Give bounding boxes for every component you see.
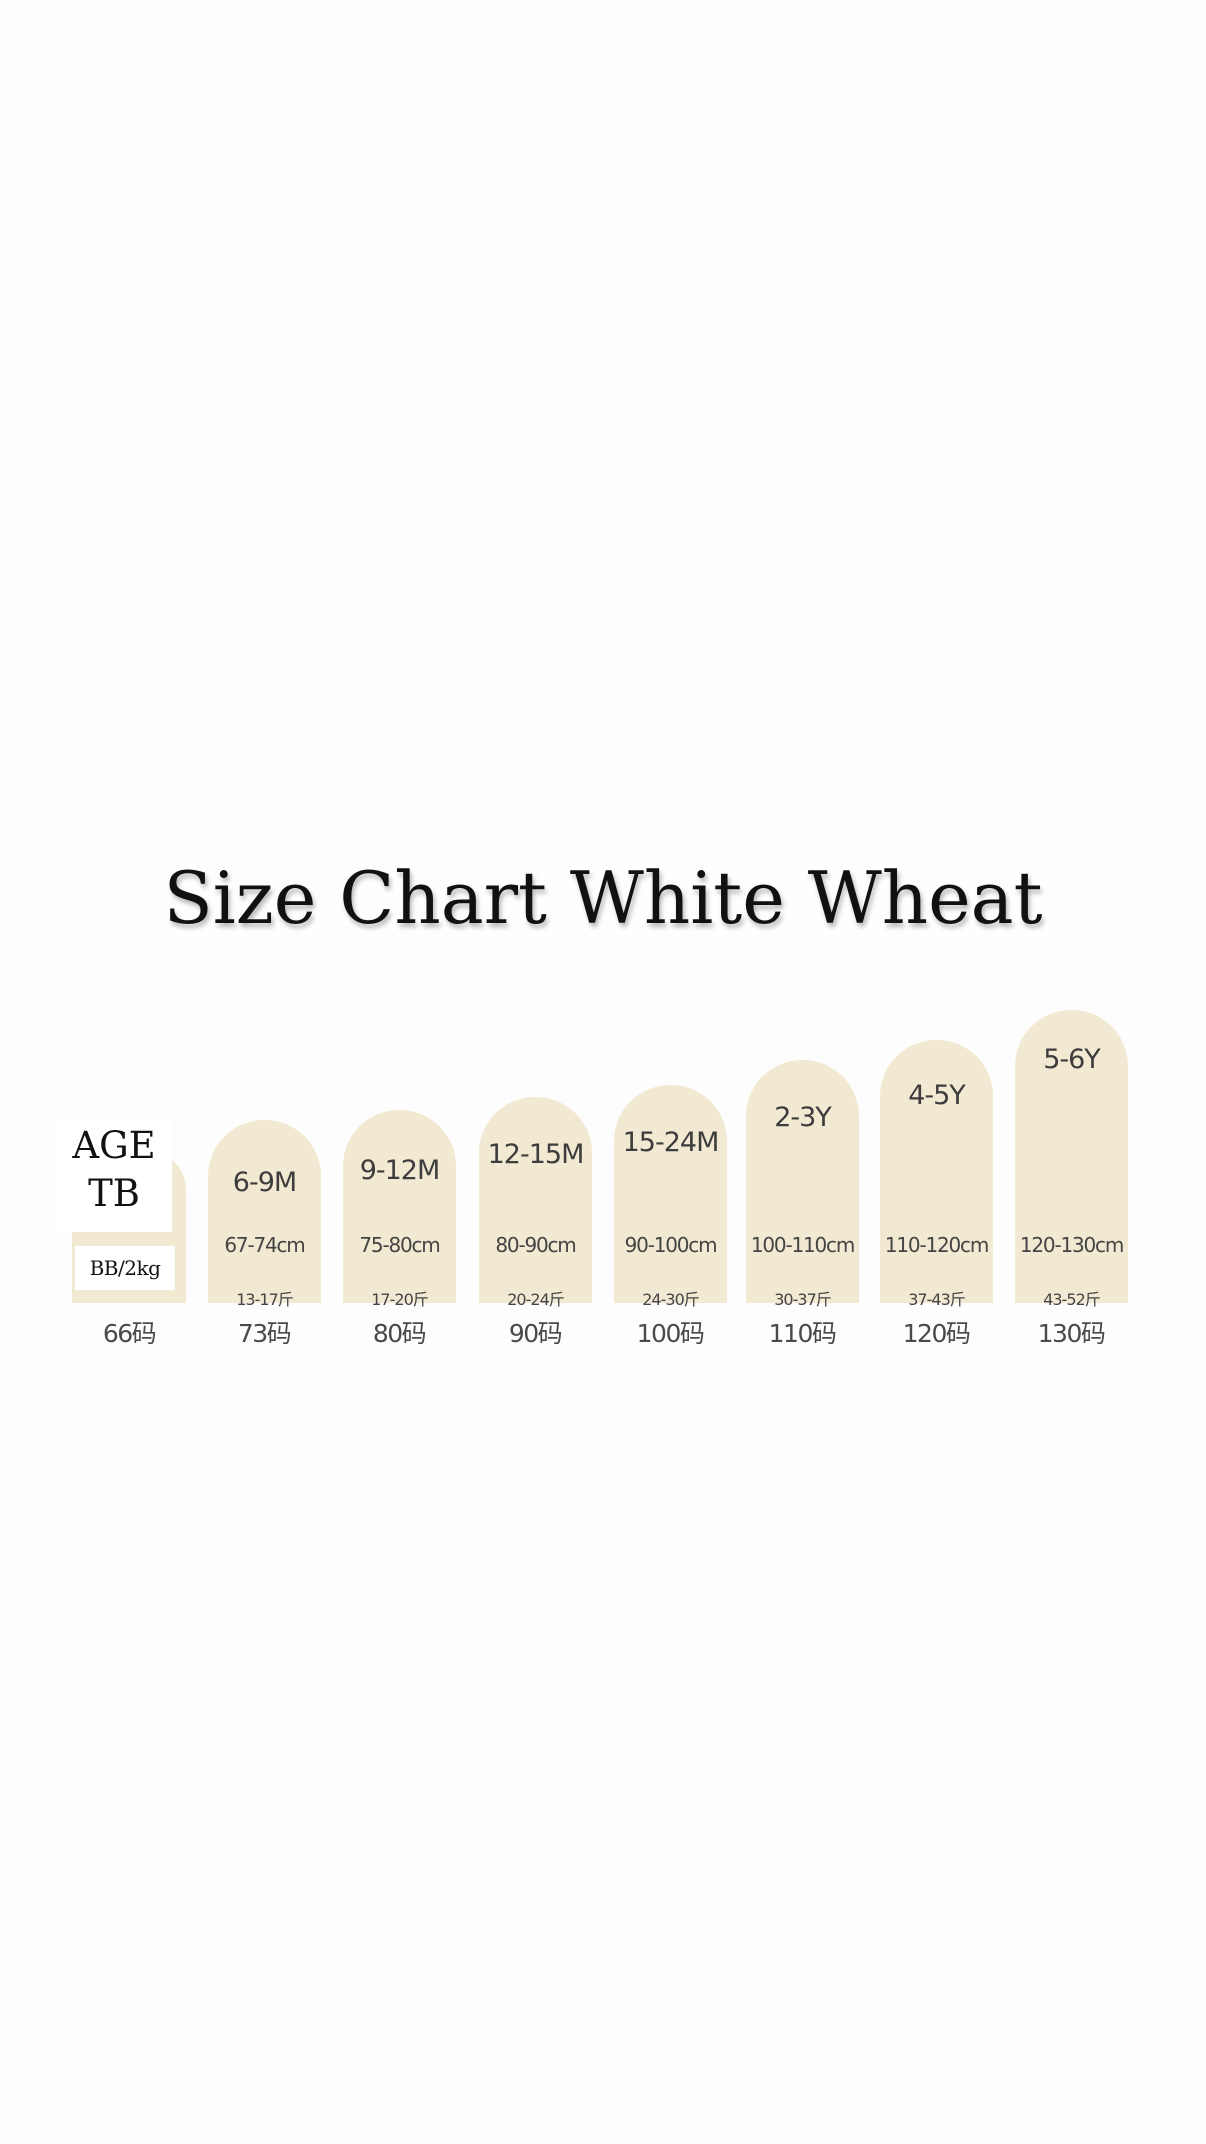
legend-weight-label: BB/2kg bbox=[75, 1246, 175, 1290]
weight-range: 20-24斤 bbox=[507, 1290, 565, 1309]
size-column-130: 5-6Y 120-130cm 43-52斤 bbox=[1015, 1010, 1128, 1309]
age-range: 6-9M bbox=[232, 1167, 297, 1198]
height-range: 80-90cm bbox=[495, 1233, 576, 1257]
legend-age-label: AGE bbox=[72, 1124, 156, 1167]
size-label-80: 80码 bbox=[372, 1319, 427, 1348]
size-label-66: 66码 bbox=[102, 1319, 157, 1348]
size-label-73: 73码 bbox=[237, 1319, 292, 1348]
size-label-90: 90码 bbox=[508, 1319, 563, 1348]
weight-range: 30-37斤 bbox=[774, 1290, 832, 1309]
age-range: 15-24M bbox=[622, 1127, 720, 1158]
weight-range: 37-43斤 bbox=[908, 1290, 966, 1309]
size-column-80: 9-12M 75-80cm 17-20斤 bbox=[343, 1110, 456, 1309]
chart-title: Size Chart White Wheat bbox=[163, 856, 1043, 940]
size-label-130: 130码 bbox=[1037, 1319, 1106, 1348]
age-range: 5-6Y bbox=[1043, 1044, 1101, 1075]
legend-tb-label: TB bbox=[88, 1172, 140, 1215]
height-range: 110-120cm bbox=[884, 1233, 989, 1257]
height-range: 120-130cm bbox=[1019, 1233, 1124, 1257]
legend-labels: AGE TB bbox=[64, 1122, 164, 1218]
size-column-120: 4-5Y 110-120cm 37-43斤 bbox=[880, 1040, 993, 1309]
age-range: 9-12M bbox=[359, 1155, 441, 1186]
height-range: 90-100cm bbox=[624, 1233, 718, 1257]
legend-box bbox=[60, 1120, 172, 1232]
age-range: 12-15M bbox=[487, 1139, 585, 1170]
size-column-73: 6-9M 67-74cm 13-17斤 bbox=[208, 1120, 321, 1309]
size-column-90: 12-15M 80-90cm 20-24斤 bbox=[479, 1097, 592, 1309]
size-label-110: 110码 bbox=[768, 1319, 837, 1348]
size-label-100: 100码 bbox=[636, 1319, 705, 1348]
weight-range: 43-52斤 bbox=[1043, 1290, 1101, 1309]
height-range: 75-80cm bbox=[359, 1233, 440, 1257]
size-column-100: 15-24M 90-100cm 24-30斤 bbox=[614, 1085, 727, 1309]
size-label-120: 120码 bbox=[902, 1319, 971, 1348]
weight-range: 17-20斤 bbox=[371, 1290, 429, 1309]
height-range: 67-74cm bbox=[224, 1233, 305, 1257]
height-range: 100-110cm bbox=[750, 1233, 855, 1257]
age-range: 4-5Y bbox=[908, 1080, 966, 1111]
weight-range: 13-17斤 bbox=[236, 1290, 294, 1309]
age-range: 2-3Y bbox=[774, 1102, 832, 1133]
weight-range: 24-30斤 bbox=[642, 1290, 700, 1309]
size-column-110: 2-3Y 100-110cm 30-37斤 bbox=[746, 1060, 859, 1309]
